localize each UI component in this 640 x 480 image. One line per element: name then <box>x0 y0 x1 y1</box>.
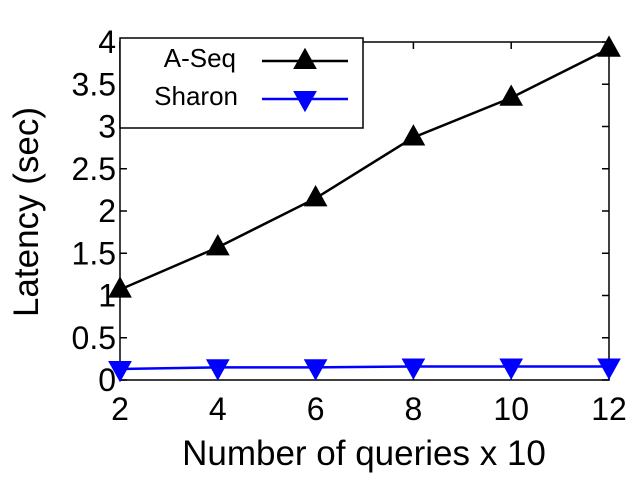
y-tick-label: 2.5 <box>72 151 116 187</box>
y-tick-label: 0.5 <box>72 320 116 356</box>
y-tick-label: 1 <box>98 278 116 314</box>
y-tick-label: 2 <box>98 193 116 229</box>
series <box>108 35 621 383</box>
x-tick-label: 8 <box>405 391 423 427</box>
x-tick-label: 10 <box>493 391 529 427</box>
series-line-a-seq <box>119 47 610 291</box>
y-tick-label: 0 <box>98 362 116 398</box>
y-tick-label: 3.5 <box>72 66 116 102</box>
legend-label-sharon: Sharon <box>154 81 238 111</box>
y-tick-label: 4 <box>98 24 116 60</box>
legend-label-a-seq: A-Seq <box>164 43 236 73</box>
data-point-sharon <box>303 359 328 381</box>
legend-box <box>119 37 364 129</box>
data-point-a-seq <box>499 84 524 106</box>
legend-marker-a-seq <box>293 47 317 70</box>
legend-swatches <box>262 47 348 113</box>
data-point-sharon <box>108 360 132 383</box>
data-point-a-seq <box>303 185 328 207</box>
data-point-sharon <box>205 359 230 381</box>
data-point-a-seq <box>108 276 132 298</box>
x-tick-label: 12 <box>591 391 627 427</box>
y-tick-label: 3 <box>98 109 116 145</box>
x-tick-label: 2 <box>111 391 129 427</box>
data-point-a-seq <box>401 124 426 146</box>
legend-marker-sharon <box>293 90 317 113</box>
data-point-sharon <box>401 358 426 380</box>
series-line-sharon <box>119 365 609 371</box>
data-point-a-seq <box>597 35 621 57</box>
y-axis-title: Latency (sec) <box>7 107 46 317</box>
x-axis-title: Number of queries x 10 <box>182 434 546 473</box>
data-point-sharon <box>499 358 524 380</box>
legend: A-Seq Sharon <box>119 37 364 129</box>
y-tick-label: 1.5 <box>72 235 116 271</box>
x-tick-label: 6 <box>307 391 325 427</box>
x-tick-label: 4 <box>209 391 227 427</box>
series-a-seq <box>108 35 621 298</box>
data-point-a-seq <box>205 234 230 256</box>
series-sharon <box>108 358 621 383</box>
data-point-sharon <box>597 358 621 380</box>
